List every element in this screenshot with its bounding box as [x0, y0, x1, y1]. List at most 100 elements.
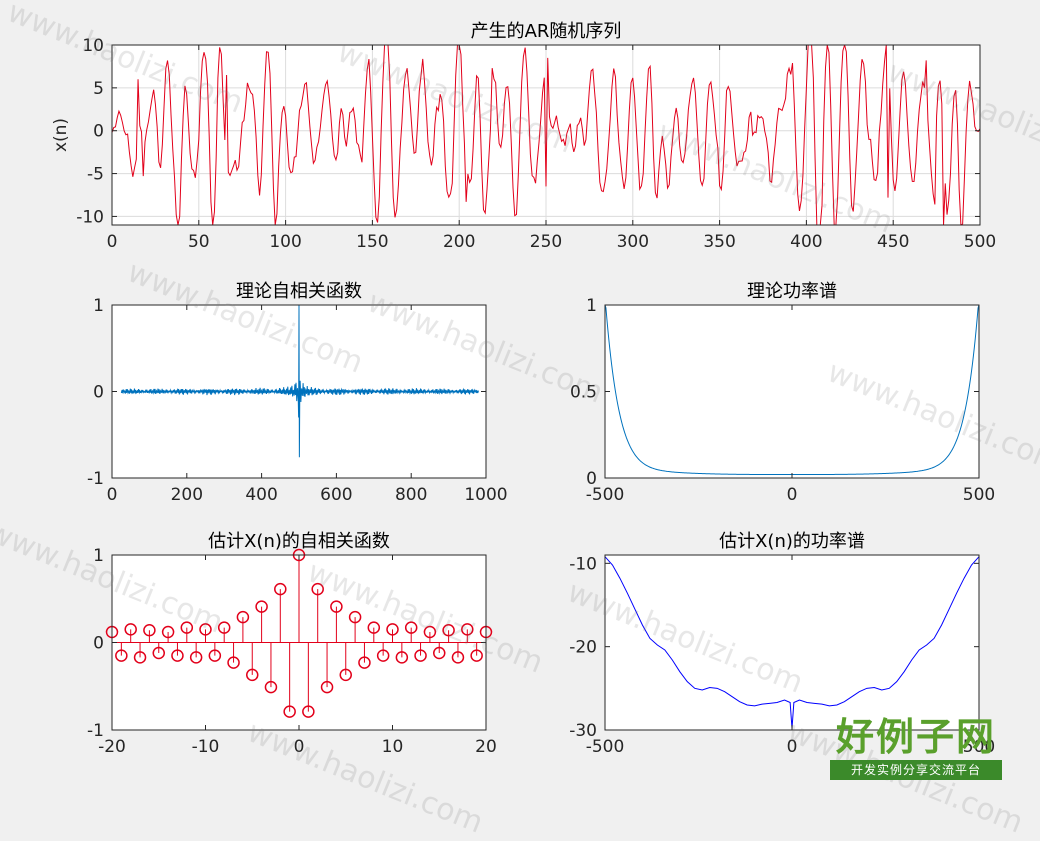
watermark-logo: 好例子网 开发实例分享交流平台 — [830, 716, 1002, 784]
x-tick-label: 50 — [188, 232, 210, 252]
y-tick-label: 0 — [586, 469, 597, 489]
x-tick-label: 1000 — [464, 485, 507, 505]
chart-title: 产生的AR随机序列 — [471, 21, 622, 42]
stem-marker — [470, 649, 483, 662]
chart-title: 理论自相关函数 — [236, 281, 362, 302]
y-tick-label: 0.5 — [570, 383, 597, 403]
y-tick-label: 1 — [586, 296, 597, 316]
stem-marker — [367, 621, 381, 634]
x-tick-label: 0 — [294, 737, 305, 757]
chart-estimated-psd: -500 0 500 -30 -20 -10 估计X(n)的功率谱 — [569, 531, 995, 757]
x-tick-label: 0 — [107, 232, 118, 252]
stem-marker — [320, 680, 334, 694]
y-axis-label: x(n) — [51, 118, 71, 152]
x-tick-label: 300 — [617, 232, 649, 252]
stem-marker — [115, 649, 128, 662]
logo-slogan: 开发实例分享交流平台 — [830, 760, 1002, 780]
x-tick-label: 600 — [320, 485, 352, 505]
y-tick-label: 0 — [93, 122, 104, 142]
stem-marker — [302, 705, 315, 718]
stem-marker — [339, 668, 352, 682]
y-tick-label: -1 — [87, 469, 104, 489]
y-tick-label: 1 — [93, 296, 104, 316]
stem-marker — [217, 621, 231, 634]
plot-area — [605, 305, 979, 478]
stem-marker — [199, 623, 212, 636]
stem-marker — [311, 582, 324, 596]
x-tick-label: 500 — [964, 232, 996, 252]
x-tick-label: 200 — [171, 485, 203, 505]
stem-marker — [264, 680, 278, 694]
y-tick-label: 10 — [82, 36, 104, 56]
stem-marker — [330, 600, 343, 613]
y-tick-label: -20 — [569, 638, 597, 658]
x-tick-label: -500 — [586, 737, 625, 757]
stem-marker — [124, 623, 137, 636]
x-tick-label: 20 — [475, 737, 497, 757]
series-group — [112, 45, 980, 225]
stem-marker — [189, 651, 203, 664]
stem-marker — [274, 582, 287, 596]
y-tick-label: -30 — [569, 721, 597, 741]
stem-marker — [404, 621, 418, 634]
stem-marker — [236, 610, 250, 624]
y-tick-label: -10 — [76, 207, 104, 227]
y-tick-label: 0 — [93, 383, 104, 403]
x-tick-label: 500 — [963, 485, 995, 505]
stem-marker — [283, 705, 296, 718]
x-tick-label: 0 — [107, 485, 118, 505]
stem-marker — [133, 651, 147, 664]
stem-marker — [423, 625, 437, 639]
y-tick-label: 1 — [93, 546, 104, 566]
stem-marker — [255, 600, 268, 613]
stem-marker — [227, 656, 240, 669]
x-tick-label: 400 — [790, 232, 822, 252]
x-tick-label: 250 — [530, 232, 562, 252]
chart-ar-sequence: 0 50 100 150 200 250 300 350 400 450 500 -10 -5 0 5 10 产… — [51, 21, 996, 252]
x-tick-label: 0 — [787, 737, 798, 757]
series-line — [120, 305, 479, 458]
x-tick-label: 400 — [245, 485, 277, 505]
stem-marker — [442, 624, 455, 637]
chart-title: 估计X(n)的自相关函数 — [208, 531, 390, 552]
y-tick-label: 0 — [93, 634, 104, 654]
figure: 0 50 100 150 200 250 300 350 400 450 500-10-50510产… — [51, 21, 996, 757]
series-group — [120, 305, 479, 458]
x-tick-label: 350 — [703, 232, 735, 252]
stem-marker — [208, 649, 222, 662]
logo-text: 好例子网 — [835, 714, 996, 759]
stem-marker — [246, 668, 259, 682]
chart-title: 理论功率谱 — [747, 281, 837, 302]
y-tick-label: 5 — [93, 79, 104, 99]
x-tick-label: 200 — [443, 232, 475, 252]
stem-marker — [386, 623, 399, 636]
stem-marker — [143, 624, 156, 637]
x-tick-label: 10 — [382, 737, 404, 757]
x-tick-label: -500 — [586, 485, 625, 505]
stem-marker — [171, 649, 184, 662]
stem-marker — [161, 625, 175, 639]
series-line — [112, 45, 980, 225]
stem-marker — [152, 646, 165, 660]
x-tick-label: 800 — [395, 485, 427, 505]
plot-area — [605, 555, 979, 730]
x-tick-label: 450 — [877, 232, 909, 252]
stem-marker — [395, 651, 409, 664]
stem-marker — [451, 651, 465, 664]
x-tick-label: 150 — [356, 232, 388, 252]
stem-marker — [348, 610, 362, 624]
stem-marker — [414, 649, 427, 662]
x-tick-label: -20 — [98, 737, 126, 757]
stem-marker — [358, 656, 371, 669]
stem-marker — [376, 649, 390, 662]
y-tick-label: -1 — [87, 721, 104, 741]
x-tick-label: 100 — [269, 232, 301, 252]
y-tick-label: -5 — [87, 165, 104, 185]
x-tick-label: 500 — [963, 737, 995, 757]
x-tick-label: 0 — [787, 485, 798, 505]
chart-title: 估计X(n)的功率谱 — [719, 531, 865, 552]
stem-marker — [180, 621, 194, 634]
